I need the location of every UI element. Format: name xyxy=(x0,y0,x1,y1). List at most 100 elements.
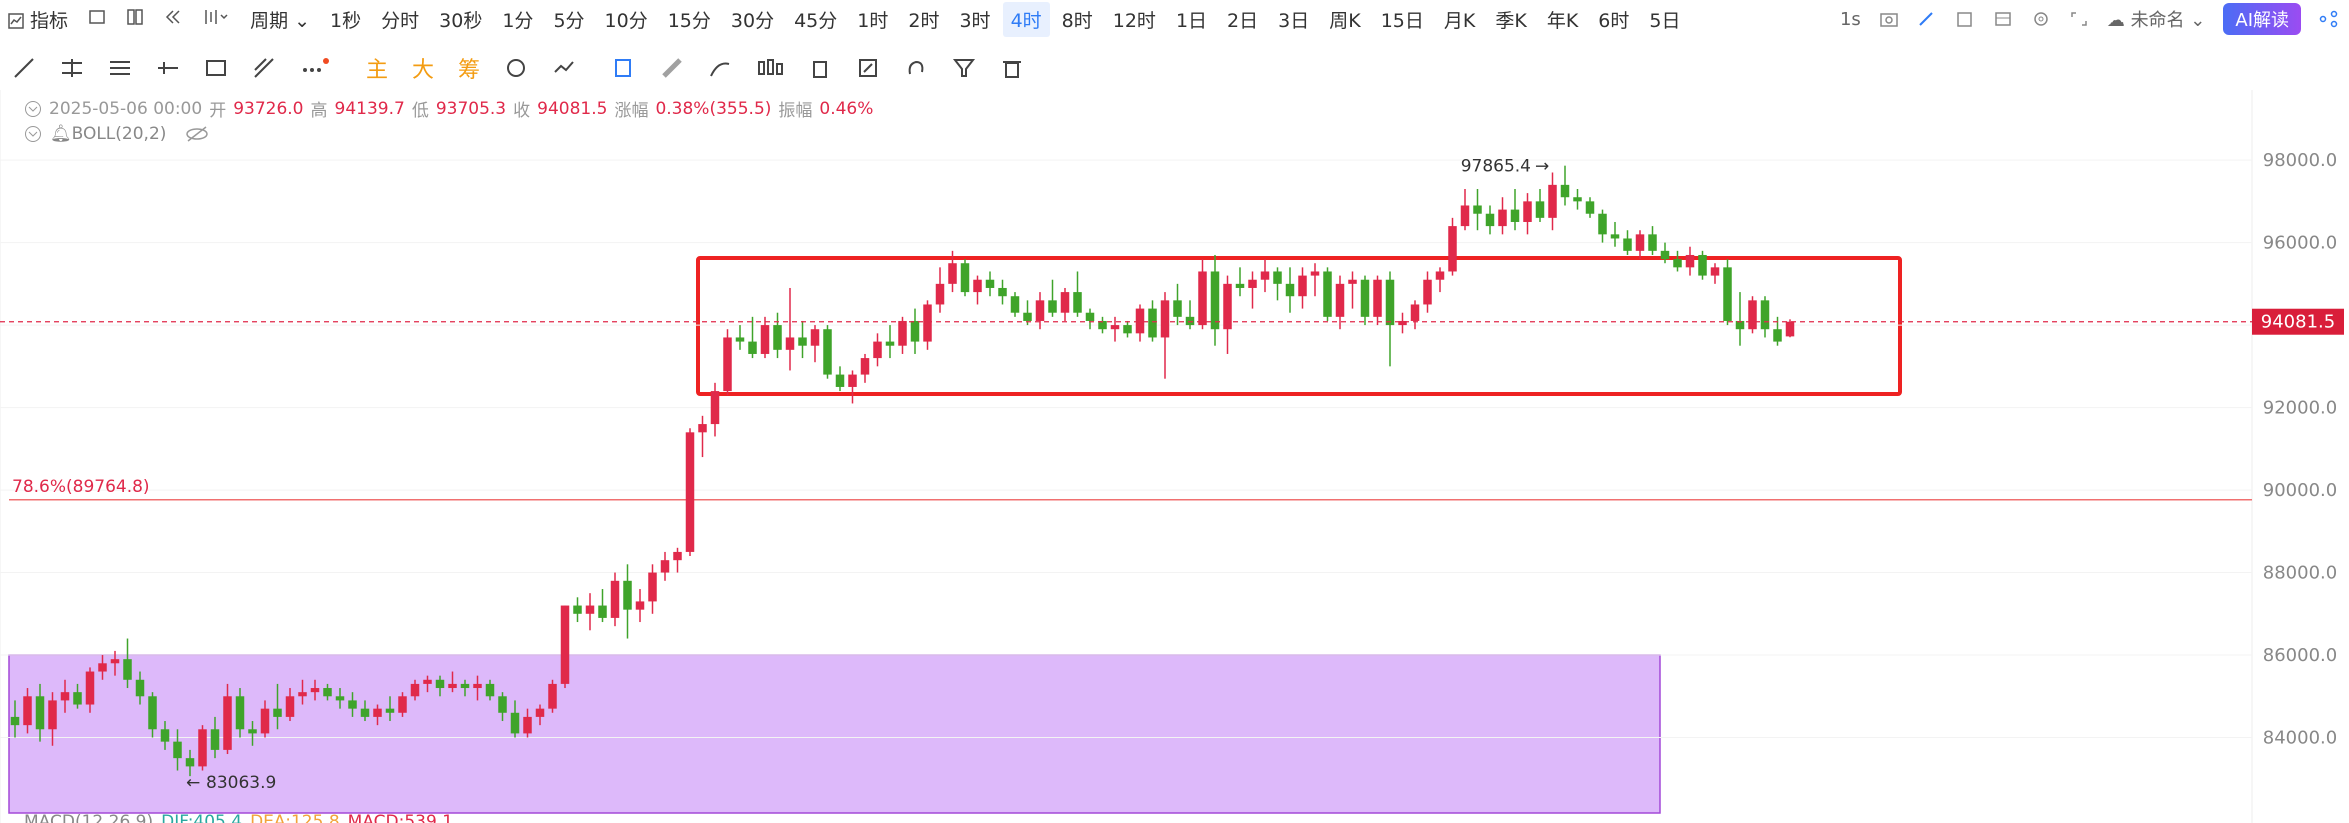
icon-button[interactable] xyxy=(118,4,152,35)
icon xyxy=(166,9,180,24)
camera-icon[interactable] xyxy=(1879,10,1899,28)
channel-tool[interactable] xyxy=(60,56,84,80)
icon[interactable] xyxy=(552,56,576,80)
interval[interactable]: 1时 xyxy=(857,9,889,32)
icon[interactable] xyxy=(756,56,784,80)
icon[interactable] xyxy=(504,56,528,80)
interval[interactable]: 10分 xyxy=(604,9,648,32)
candle-body xyxy=(635,601,645,610)
more-tool[interactable] xyxy=(300,56,330,80)
ai-button[interactable]: AI解读 xyxy=(2223,3,2301,35)
candle-body xyxy=(1348,279,1357,284)
candle-body xyxy=(835,374,845,387)
filter-icon[interactable] xyxy=(952,56,976,80)
indicator-label: 指标 xyxy=(30,9,69,32)
icon[interactable] xyxy=(660,56,684,80)
interval[interactable]: 3时 xyxy=(959,9,991,32)
parallel-tool[interactable] xyxy=(108,56,132,80)
candle-body xyxy=(273,708,282,717)
interval[interactable]: 30秒 xyxy=(439,9,483,32)
speed[interactable]: 1s xyxy=(1839,8,1861,30)
interval[interactable]: 季K xyxy=(1495,9,1527,32)
tool[interactable]: 筹 xyxy=(458,58,481,83)
candle-body xyxy=(385,708,395,713)
tool[interactable]: 大 xyxy=(412,58,435,83)
interval[interactable]: 8时 xyxy=(1061,9,1093,32)
candle-body xyxy=(448,683,457,689)
candle-body xyxy=(985,279,995,288)
delete-icon[interactable] xyxy=(1000,56,1024,80)
interval[interactable]: 月K xyxy=(1443,9,1476,32)
interval[interactable]: 3日 xyxy=(1278,9,1310,32)
candle-body xyxy=(773,325,782,350)
collapse-icon[interactable] xyxy=(24,100,42,118)
icon-button[interactable] xyxy=(194,4,238,35)
hide-icon[interactable] xyxy=(184,125,210,143)
icon[interactable] xyxy=(856,56,880,80)
icon-button[interactable] xyxy=(156,4,190,35)
layout-icon[interactable] xyxy=(1993,10,2013,28)
interval[interactable]: 15日 xyxy=(1380,9,1424,32)
interval[interactable]: 4时 xyxy=(1002,1,1050,37)
interval[interactable]: 12时 xyxy=(1112,9,1156,32)
settings-icon[interactable] xyxy=(2031,10,2051,28)
interval[interactable]: 分时 xyxy=(381,9,420,32)
interval-list: 1秒 分时 30秒 1分 5分 10分 15分 30分 45分 1时 2时 3时 4时 8时 12时 1日 2日… xyxy=(322,1,1692,37)
macd-value: 125.8 xyxy=(290,812,340,823)
layout-name[interactable]: ☁ 未命名 ⌄ xyxy=(2106,10,2206,31)
candle-body xyxy=(1735,320,1745,330)
last-price-box xyxy=(2252,308,2344,335)
candle-body xyxy=(10,716,20,726)
interval[interactable]: 6时 xyxy=(1598,9,1630,32)
interval[interactable]: 1秒 xyxy=(330,9,362,32)
interval[interactable]: 15分 xyxy=(667,9,711,32)
icon[interactable] xyxy=(904,56,928,80)
icon-button[interactable] xyxy=(80,4,114,35)
y-tick-label: 90000.0 xyxy=(2263,480,2337,501)
field-key: 高 xyxy=(310,101,328,121)
candle-body xyxy=(110,659,120,664)
add-icon[interactable] xyxy=(1955,10,1975,28)
hline-tool[interactable] xyxy=(156,56,180,80)
drawing-toolbar: 主大筹 xyxy=(0,50,1036,86)
icon[interactable] xyxy=(612,56,636,80)
interval[interactable]: 1分 xyxy=(502,9,534,32)
interval[interactable]: 2时 xyxy=(908,9,940,32)
interval[interactable]: 1日 xyxy=(1175,9,1208,32)
interval[interactable]: 2日 xyxy=(1227,9,1259,32)
line-tool[interactable] xyxy=(12,56,36,80)
candle-body xyxy=(1598,213,1607,235)
interval[interactable]: 5分 xyxy=(553,9,585,32)
candle-body xyxy=(748,341,757,354)
interval[interactable]: 周K xyxy=(1329,9,1361,32)
collapse-icon[interactable] xyxy=(24,125,42,143)
rect-tool[interactable] xyxy=(204,56,228,80)
candle-body xyxy=(1223,283,1232,330)
fullscreen-icon[interactable] xyxy=(2069,10,2089,28)
interval[interactable]: 5日 xyxy=(1649,9,1681,32)
candle-body xyxy=(1773,329,1782,342)
macd-legend: MACD(12,26,9) DIF:405.4 DEA:125.8 MACD:539… xyxy=(24,812,453,823)
candle-body xyxy=(1085,312,1095,321)
interval[interactable]: 30分 xyxy=(730,9,775,32)
candle-body xyxy=(1635,234,1645,251)
indicator-button[interactable]: 指标 xyxy=(0,2,76,37)
candle-body xyxy=(623,580,632,610)
fib-tool[interactable] xyxy=(252,56,276,80)
candle-body xyxy=(1785,321,1795,337)
period-button[interactable]: 周期 ⌄ xyxy=(250,9,311,32)
tool[interactable]: 主 xyxy=(366,58,389,83)
field-key: 开 xyxy=(209,101,227,121)
interval[interactable]: 45分 xyxy=(794,9,838,32)
interval[interactable]: 年K xyxy=(1546,9,1579,32)
pen-icon[interactable] xyxy=(1917,10,1937,28)
share-icon[interactable] xyxy=(2319,10,2339,28)
candle-body xyxy=(1410,304,1420,321)
candle-body xyxy=(923,304,932,342)
candle-body xyxy=(685,432,695,552)
candle-body xyxy=(898,320,907,346)
icon[interactable] xyxy=(808,56,832,80)
icon[interactable] xyxy=(708,56,732,80)
candle-body xyxy=(860,358,870,375)
candle-body xyxy=(1560,184,1570,198)
